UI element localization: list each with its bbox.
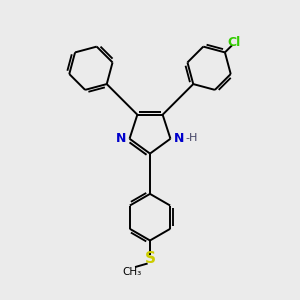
Text: N: N	[174, 132, 184, 145]
Text: Cl: Cl	[227, 35, 240, 49]
Text: -H: -H	[185, 133, 197, 143]
Text: CH₃: CH₃	[122, 267, 142, 278]
Text: S: S	[145, 251, 155, 266]
Text: N: N	[116, 132, 126, 145]
